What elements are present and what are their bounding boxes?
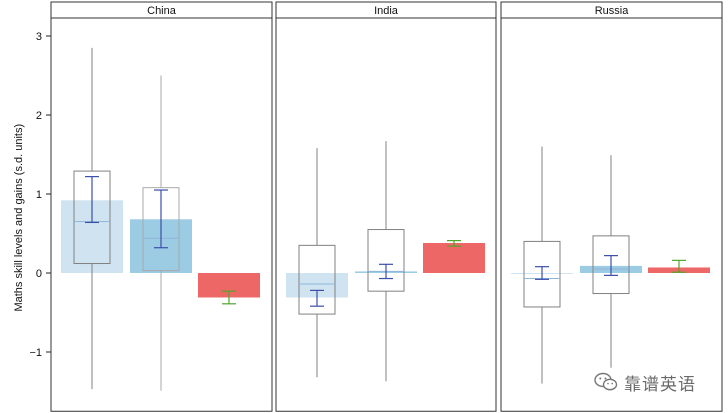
box-iqr: [523, 240, 561, 308]
y-tick-label: 1: [36, 189, 42, 201]
watermark-text: 靠谱英语: [624, 374, 696, 395]
box-iqr: [298, 244, 336, 315]
box-iqr: [73, 170, 111, 265]
panel-frame-0: [50, 17, 273, 412]
y-tick-label: 3: [36, 31, 42, 43]
watermark: 靠谱英语: [594, 370, 696, 395]
y-tick-label: −1: [29, 347, 42, 359]
wechat-icon: [594, 372, 618, 391]
panel-title: India: [374, 5, 399, 17]
y-axis-label: Maths skill levels and gains (s.d. units…: [13, 124, 25, 312]
y-tick-label: 0: [36, 268, 42, 280]
panel-title: Russia: [595, 5, 630, 17]
y-tick-label: 2: [36, 110, 42, 122]
bar: [423, 242, 485, 273]
box-iqr: [592, 235, 630, 295]
panel-frame-1: [275, 17, 497, 412]
box-iqr: [142, 187, 180, 272]
panel-frame-2: [500, 17, 723, 412]
panel-title: China: [147, 5, 177, 17]
box-iqr: [367, 229, 405, 292]
